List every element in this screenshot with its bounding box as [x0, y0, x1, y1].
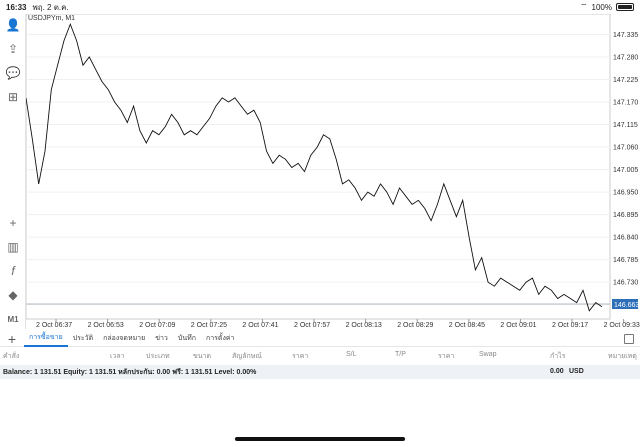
battery-percent: 100%: [591, 2, 612, 12]
time-tick-label: 2 Oct 09:33: [604, 322, 640, 329]
price-tick-label: 147.060: [613, 145, 638, 152]
col-price-current: ราคา: [438, 353, 455, 360]
order-columns-header: คำสั่ง เวลา ประเภท ขนาด สัญลักษณ์ ราคา S…: [0, 349, 640, 363]
balance-summary: Balance: 1 131.51 Equity: 1 131.51 หลักป…: [3, 368, 257, 376]
col-comment: หมายเหตุ: [608, 353, 637, 360]
time-tick-label: 2 Oct 07:09: [139, 322, 175, 329]
trade-icon[interactable]: ⇪: [7, 42, 19, 56]
price-chart[interactable]: 147.335 147.280 147.225 147.170 147.115 147.0…: [25, 13, 640, 329]
price-series-line: [25, 22, 603, 312]
current-price-tag: [612, 299, 638, 309]
col-sl: S/L: [346, 351, 357, 358]
wifi-icon: ⌔: [580, 2, 588, 11]
price-tick-label: 146.950: [613, 190, 638, 197]
crosshair-icon[interactable]: +: [9, 216, 17, 230]
price-tick-label: 147.280: [613, 54, 638, 61]
account-icon[interactable]: 👤: [5, 18, 21, 32]
col-time: เวลา: [110, 353, 125, 360]
price-tick-label: 147.005: [613, 167, 638, 174]
candles-icon[interactable]: ▥: [7, 240, 19, 254]
new-order-icon[interactable]: ⊞: [7, 90, 19, 104]
price-tick-label: 147.115: [613, 122, 638, 129]
chart-symbol-title: USDJPYm, M1: [28, 15, 76, 22]
account-currency: USD: [569, 368, 584, 375]
price-tick-label: 147.335: [613, 32, 638, 39]
col-tp: T/P: [395, 351, 406, 358]
terminal-tabs: + การซื้อขาย ประวัติ กล่องจดหมาย ข่าว บั…: [0, 331, 640, 347]
price-tick-label: 147.225: [613, 77, 638, 84]
layout-icon[interactable]: [624, 333, 634, 344]
tab-news[interactable]: ข่าว: [155, 335, 168, 342]
col-symbol: สัญลักษณ์: [232, 353, 262, 360]
status-bar: 16:33 พฤ. 2 ต.ค. ⌔ 100%: [0, 0, 640, 14]
home-indicator: [235, 437, 405, 441]
left-toolbar: 👤 ⇪ 💬 ⊞ + ▥ f ◆ M1: [0, 14, 26, 329]
tab-settings[interactable]: การตั้งค่า: [205, 335, 235, 342]
time-tick-label: 2 Oct 09:01: [500, 322, 536, 329]
objects-icon[interactable]: ◆: [8, 288, 18, 302]
chat-icon[interactable]: 💬: [5, 66, 21, 80]
tab-history[interactable]: ประวัติ: [72, 335, 94, 342]
tab-trade[interactable]: การซื้อขาย: [24, 331, 68, 347]
total-profit: 0.00: [550, 368, 564, 375]
price-tick-label: 146.730: [613, 280, 638, 287]
status-time: 16:33: [6, 2, 27, 12]
tab-mailbox[interactable]: กล่องจดหมาย: [103, 335, 146, 342]
col-volume: ขนาด: [193, 353, 212, 360]
time-tick-label: 2 Oct 09:17: [552, 322, 588, 329]
price-tick-label: 146.785: [613, 257, 638, 264]
time-tick-label: 2 Oct 08:13: [346, 322, 382, 329]
time-tick-label: 2 Oct 06:53: [88, 322, 124, 329]
time-tick-label: 2 Oct 08:29: [397, 322, 433, 329]
price-tick-label: 146.895: [613, 212, 638, 219]
indicator-icon[interactable]: f: [11, 264, 15, 278]
status-date: พฤ. 2 ต.ค.: [32, 2, 69, 12]
col-price: ราคา: [292, 353, 309, 360]
price-tick-label: 147.170: [613, 100, 638, 107]
col-profit: กำไร: [550, 353, 566, 360]
balance-row: Balance: 1 131.51 Equity: 1 131.51 หลักป…: [0, 365, 640, 379]
timeframe-button[interactable]: M1: [7, 314, 19, 324]
price-tick-label: 146.840: [613, 235, 638, 242]
plot-frame: [25, 13, 611, 320]
current-price-value: 146.663: [614, 302, 639, 309]
chart-svg: 147.335 147.280 147.225 147.170 147.115 147.0…: [25, 13, 640, 329]
time-tick-label: 2 Oct 08:45: [449, 322, 485, 329]
battery-icon: [616, 3, 634, 11]
col-order: คำสั่ง: [3, 353, 20, 360]
time-tick-label: 2 Oct 06:37: [36, 322, 72, 329]
tab-journal[interactable]: บันทึก: [177, 335, 196, 342]
add-icon[interactable]: +: [7, 330, 17, 347]
time-tick-label: 2 Oct 07:25: [191, 322, 227, 329]
col-type: ประเภท: [146, 353, 170, 360]
col-swap: Swap: [479, 351, 497, 358]
time-tick-label: 2 Oct 07:57: [294, 322, 330, 329]
time-tick-label: 2 Oct 07:41: [242, 322, 278, 329]
